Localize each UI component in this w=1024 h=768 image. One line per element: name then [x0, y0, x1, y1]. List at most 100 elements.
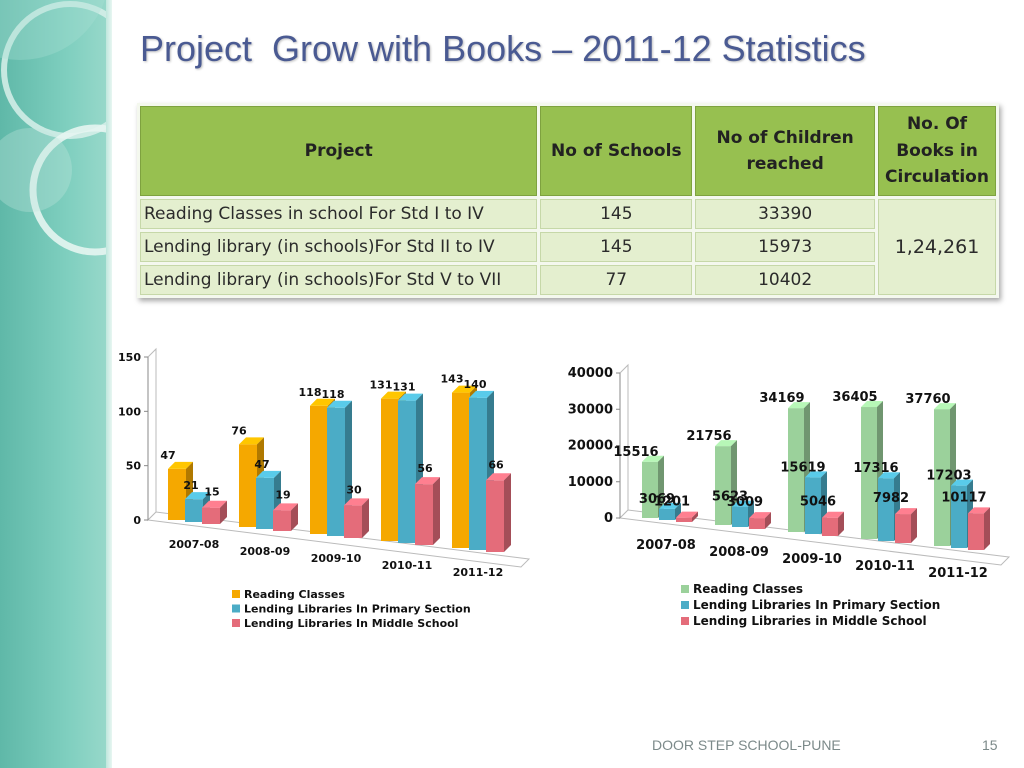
legend-label: Reading Classes — [244, 588, 345, 601]
cell-project: Lending library (in schools)For Std II t… — [140, 232, 538, 262]
data-label: 15 — [204, 486, 219, 499]
bar-side — [362, 498, 369, 538]
y-tick-label: 30000 — [568, 402, 613, 417]
x-tick-label: 2010-11 — [382, 559, 433, 572]
bar — [256, 477, 274, 529]
x-tick-label: 2008-09 — [709, 545, 769, 560]
header-children-line: reached — [746, 154, 824, 174]
x-tick-label: 2011-12 — [928, 566, 988, 581]
data-label: 17316 — [853, 461, 898, 476]
bar — [452, 392, 470, 548]
bar — [732, 506, 748, 527]
data-label: 76 — [231, 424, 247, 437]
table-row: Lending library (in schools)For Std V to… — [140, 265, 996, 295]
legend-swatch — [681, 585, 689, 593]
y-tick-label: 150 — [118, 351, 141, 364]
legend-label: Lending Libraries In Middle School — [244, 617, 458, 630]
data-label: 143 — [441, 373, 464, 386]
bar-top — [273, 503, 298, 511]
bar-top — [951, 479, 973, 486]
table-row: Reading Classes in school For Std I to I… — [140, 199, 996, 295]
data-label: 37760 — [905, 392, 950, 407]
table-row: Lending library (in schools)For Std II t… — [140, 232, 996, 262]
bar — [239, 444, 257, 527]
chart-side-wall — [147, 347, 157, 522]
data-label: 36405 — [832, 390, 877, 405]
bar-top — [788, 402, 810, 409]
data-label: 3069 — [639, 492, 675, 507]
bar — [951, 485, 967, 548]
bar-top — [469, 390, 494, 398]
bar-top — [398, 393, 423, 401]
data-label: 5046 — [800, 495, 836, 510]
bar — [486, 480, 504, 552]
data-label: 7982 — [873, 491, 909, 506]
data-label: 30 — [346, 483, 362, 496]
bar — [715, 446, 731, 525]
y-tick-label: 40000 — [568, 366, 613, 381]
data-label: 131 — [370, 379, 393, 392]
bar-top — [327, 400, 352, 408]
data-label: 34169 — [759, 391, 804, 406]
bar — [822, 517, 838, 536]
bar — [273, 510, 291, 531]
bar — [381, 398, 399, 541]
data-label: 56 — [417, 462, 433, 475]
bar-side — [838, 511, 844, 536]
bar-top — [310, 398, 335, 406]
data-label: 66 — [488, 458, 504, 471]
x-tick-label: 2008-09 — [240, 545, 291, 558]
bar-side — [911, 508, 917, 543]
data-label: 140 — [464, 378, 487, 391]
bar-side — [291, 503, 298, 531]
cell-children: 15973 — [695, 232, 876, 262]
data-label: 21 — [183, 479, 198, 492]
cell-schools: 145 — [540, 232, 693, 262]
bar-top — [185, 492, 210, 500]
cell-project: Reading Classes in school For Std I to I… — [140, 199, 538, 229]
bar-side — [504, 473, 511, 552]
header-project: Project — [140, 106, 538, 196]
y-tick-label: 100 — [118, 405, 141, 418]
page-number: 15 — [982, 737, 998, 753]
bar-side — [692, 511, 698, 522]
data-label: 21756 — [686, 429, 731, 444]
bar-side — [220, 500, 227, 524]
bar — [327, 407, 345, 536]
bar — [895, 514, 911, 543]
x-tick-label: 2011-12 — [453, 566, 504, 579]
header-children-line: No of Children — [716, 127, 854, 148]
bar — [878, 478, 894, 541]
legend-swatch — [232, 619, 240, 627]
bar-top — [861, 401, 883, 408]
bar-top — [934, 403, 956, 410]
y-tick-label: 0 — [604, 511, 613, 526]
bar — [168, 468, 186, 520]
bar-top — [239, 437, 264, 445]
bar-side — [658, 455, 664, 518]
bar — [805, 477, 821, 534]
legend-swatch — [232, 604, 240, 613]
bar-top — [822, 511, 844, 518]
legend-label: Lending Libraries In Primary Section — [244, 603, 471, 616]
data-label: 131 — [393, 381, 416, 394]
bar-top — [168, 461, 193, 469]
bar-top — [749, 512, 771, 519]
x-tick-label: 2009-10 — [311, 552, 362, 565]
bar — [398, 400, 416, 543]
data-label: 47 — [160, 449, 175, 462]
bar-top — [452, 385, 477, 393]
bar — [415, 484, 433, 545]
data-label: 15619 — [780, 460, 825, 475]
legend-label: Lending Libraries in Middle School — [693, 614, 927, 628]
bar — [934, 409, 950, 546]
bar-top — [732, 500, 754, 507]
bar-top — [715, 440, 737, 447]
bar — [676, 517, 692, 522]
legend-label: Lending Libraries In Primary Section — [693, 598, 940, 612]
bar-top — [486, 473, 511, 481]
legend-swatch — [232, 590, 240, 598]
header-schools: No of Schools — [540, 106, 693, 196]
bar-top — [878, 472, 900, 479]
